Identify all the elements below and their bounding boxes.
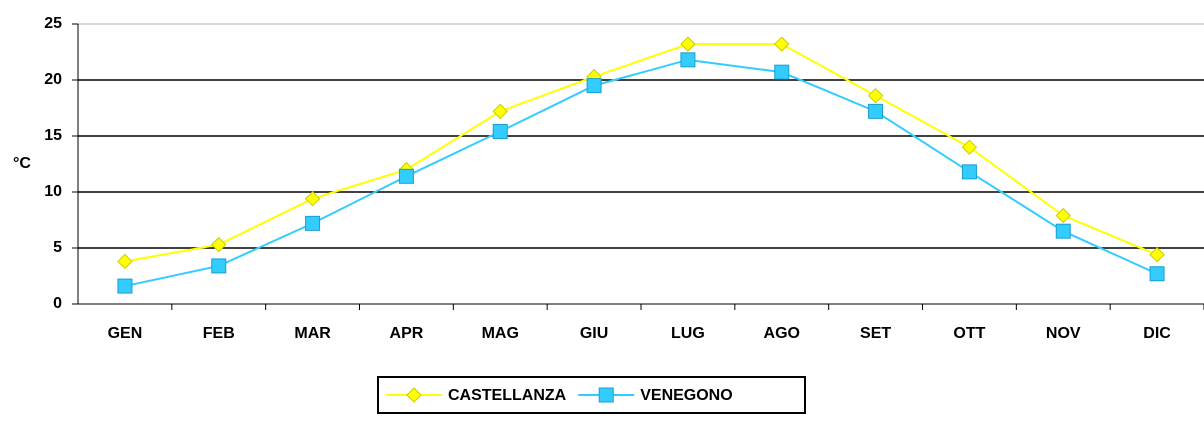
x-tick-label: NOV: [1046, 325, 1081, 342]
point-marker: [1055, 223, 1071, 239]
point-marker: [117, 253, 133, 270]
point-marker: [586, 78, 602, 94]
point-marker: [398, 168, 414, 184]
series-line: [124, 43, 1158, 263]
y-tick-label: 0: [53, 295, 62, 312]
point-marker: [867, 87, 884, 104]
point-marker: [961, 164, 977, 180]
point-marker: [1055, 207, 1071, 224]
x-tick-label: OTT: [953, 325, 985, 342]
point-marker: [492, 103, 508, 120]
legend-marker: [598, 387, 614, 403]
x-tick-label: LUG: [671, 325, 705, 342]
point-marker: [305, 215, 321, 231]
x-tick-label: MAR: [294, 325, 331, 342]
point-marker: [868, 103, 884, 119]
x-tick-label: MAG: [482, 325, 519, 342]
x-tick-label: FEB: [203, 325, 235, 342]
x-tick-label: DIC: [1143, 325, 1171, 342]
y-tick-label: 15: [44, 127, 62, 144]
y-axis-label: °C: [13, 155, 31, 172]
point-marker: [680, 36, 696, 52]
point-marker: [961, 139, 978, 155]
point-marker: [1149, 247, 1165, 263]
x-tick-label: APR: [390, 325, 424, 342]
point-marker: [117, 278, 133, 294]
legend-label: CASTELLANZA: [448, 387, 567, 404]
y-tick-label: 20: [44, 71, 62, 88]
x-tick-label: GIU: [580, 325, 608, 342]
point-marker: [211, 258, 227, 274]
legend-marker: [406, 387, 422, 403]
x-tick-label: GEN: [108, 325, 143, 342]
y-tick-label: 5: [53, 239, 62, 256]
x-tick-label: SET: [860, 325, 891, 342]
point-marker: [211, 236, 227, 253]
point-marker: [1149, 266, 1165, 282]
point-marker: [774, 64, 790, 80]
point-marker: [680, 52, 696, 68]
point-marker: [774, 36, 790, 52]
point-marker: [492, 124, 508, 140]
point-marker: [304, 191, 321, 207]
y-tick-label: 10: [44, 183, 62, 200]
y-tick-label: 25: [44, 15, 62, 32]
series-line: [124, 58, 1158, 288]
legend-label: VENEGONO: [640, 387, 732, 404]
x-tick-label: AGO: [764, 325, 800, 342]
